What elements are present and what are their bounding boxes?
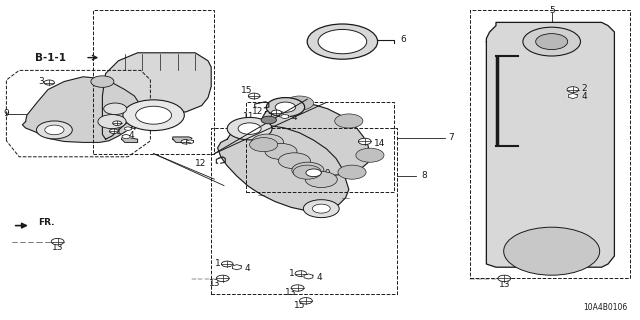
Circle shape [303,200,339,218]
Text: 13: 13 [499,280,510,289]
Text: 1: 1 [215,260,221,268]
Text: 6: 6 [400,36,406,44]
Polygon shape [102,53,211,139]
Polygon shape [173,137,192,142]
Circle shape [295,271,307,276]
Circle shape [45,125,64,135]
Text: 4: 4 [244,264,250,273]
Circle shape [91,76,114,87]
Polygon shape [218,125,349,211]
Polygon shape [232,265,241,270]
Text: 12: 12 [195,159,206,168]
Text: 8: 8 [421,172,427,180]
Circle shape [567,87,579,92]
Polygon shape [122,137,138,142]
Bar [470,10,630,278]
Circle shape [104,103,127,115]
Circle shape [36,121,72,139]
Circle shape [307,24,378,59]
Circle shape [318,29,367,54]
Bar [93,10,214,154]
Text: 15: 15 [241,86,252,95]
Text: 15: 15 [294,301,305,310]
Circle shape [136,106,172,124]
Text: 4: 4 [316,273,322,282]
Circle shape [504,227,600,275]
Circle shape [271,110,282,115]
Circle shape [44,80,54,85]
Text: 3: 3 [266,110,271,119]
Circle shape [181,140,190,144]
Circle shape [265,143,297,159]
Circle shape [275,102,296,112]
Circle shape [98,115,126,129]
Circle shape [300,298,312,304]
Text: 7: 7 [448,133,454,142]
Circle shape [305,172,337,188]
Text: 1: 1 [284,107,289,116]
Text: 5: 5 [549,6,554,15]
Polygon shape [122,134,130,139]
Circle shape [250,138,278,152]
Text: 12: 12 [252,108,264,116]
Circle shape [227,117,272,140]
Circle shape [306,169,321,177]
Text: 13: 13 [52,244,63,252]
Circle shape [238,123,261,134]
Circle shape [335,114,363,128]
Circle shape [291,285,304,291]
Text: B-1-1: B-1-1 [35,52,66,63]
Circle shape [248,93,260,99]
Circle shape [252,134,284,150]
Polygon shape [281,114,289,119]
Polygon shape [259,103,370,175]
Polygon shape [187,140,193,144]
Text: 14: 14 [374,139,386,148]
Text: 4: 4 [129,132,134,140]
Text: 11: 11 [243,112,254,121]
Circle shape [312,204,330,213]
Text: 2: 2 [581,84,587,93]
Text: FR.: FR. [38,218,55,227]
Text: 4: 4 [131,124,136,132]
Text: 10A4B0106: 10A4B0106 [583,303,627,312]
Text: 13: 13 [285,288,296,297]
Text: 10: 10 [320,169,332,178]
Circle shape [123,100,184,131]
Circle shape [356,148,384,162]
Circle shape [358,138,371,145]
Circle shape [216,275,229,282]
Circle shape [292,162,324,178]
Circle shape [293,165,321,179]
Bar [211,128,397,294]
Circle shape [113,121,122,125]
Circle shape [523,27,580,56]
Circle shape [536,34,568,50]
Bar [246,102,394,192]
Text: 1: 1 [289,269,294,278]
Polygon shape [125,127,131,131]
Circle shape [278,153,310,169]
Text: 9: 9 [3,109,9,118]
Text: 1: 1 [116,127,121,136]
Text: 3: 3 [39,77,44,86]
Circle shape [221,261,233,267]
Text: 1: 1 [119,119,124,128]
Circle shape [285,96,314,110]
Text: 4: 4 [581,92,587,101]
Circle shape [498,275,511,282]
Circle shape [338,165,366,179]
Polygon shape [486,22,614,267]
Polygon shape [22,77,141,142]
Text: 4: 4 [292,113,298,122]
Polygon shape [304,274,313,279]
Circle shape [51,238,64,245]
Polygon shape [568,93,577,99]
Circle shape [109,129,118,133]
Circle shape [261,116,276,124]
Text: 13: 13 [209,279,221,288]
Circle shape [266,98,305,117]
